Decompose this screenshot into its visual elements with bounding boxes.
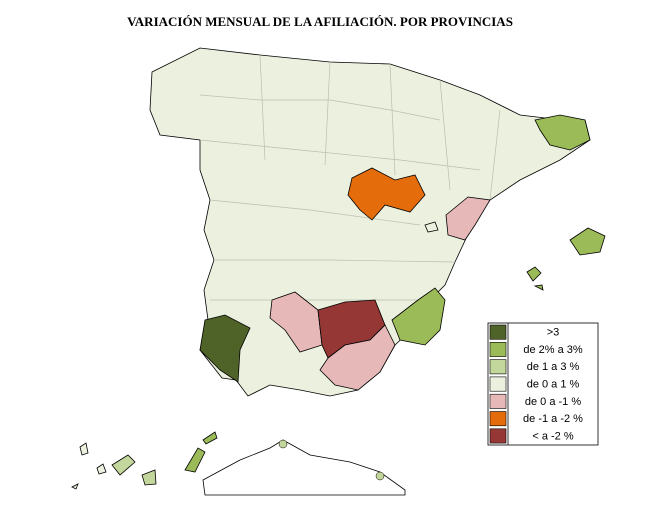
island-canary-5 bbox=[71, 483, 79, 490]
legend-swatch bbox=[489, 411, 507, 427]
island-canary-1 bbox=[111, 454, 136, 476]
province-castellon bbox=[445, 196, 491, 241]
legend-label: < a -2 % bbox=[532, 430, 573, 442]
province-madrid bbox=[424, 221, 439, 233]
inset-frame bbox=[202, 439, 406, 496]
inset-marker bbox=[375, 471, 385, 481]
legend-label: de -1 a -2 % bbox=[523, 413, 583, 425]
province-murcia bbox=[391, 287, 446, 346]
island-canary-4 bbox=[79, 442, 89, 456]
island-formentera bbox=[533, 284, 544, 291]
legend-label: de 0 a 1 % bbox=[527, 378, 580, 390]
legend-swatch bbox=[489, 393, 507, 409]
island-canary-7 bbox=[202, 431, 218, 445]
legend-swatch bbox=[489, 428, 507, 444]
province-huelva bbox=[199, 314, 251, 383]
legend-label: de 2% a 3% bbox=[523, 344, 583, 356]
province-cordoba bbox=[269, 291, 323, 353]
legend: >3 de 2% a 3% de 1 a 3 % de 0 a 1 % de 0 a -… bbox=[487, 322, 599, 446]
legend-swatch bbox=[489, 341, 507, 357]
province-guadalajara bbox=[347, 167, 426, 221]
island-mallorca bbox=[569, 227, 606, 256]
legend-swatch bbox=[489, 359, 507, 375]
legend-label: >3 bbox=[547, 327, 560, 339]
island-canary-6 bbox=[184, 447, 206, 473]
province-granada bbox=[319, 324, 396, 391]
island-canary-2 bbox=[141, 469, 157, 486]
legend-swatch bbox=[489, 324, 507, 340]
map-title: VARIACIÓN MENSUAL DE LA AFILIACIÓN. POR … bbox=[127, 14, 513, 29]
province-barcelona-girona bbox=[534, 114, 591, 151]
legend-box bbox=[487, 322, 599, 446]
legend-label: de 0 a -1 % bbox=[525, 396, 581, 408]
legend-label: de 1 a 3 % bbox=[527, 361, 580, 373]
inset-marker bbox=[278, 439, 288, 449]
legend-swatch bbox=[489, 376, 507, 392]
island-canary-3 bbox=[96, 463, 107, 475]
province-borders bbox=[199, 54, 501, 301]
island-ibiza bbox=[526, 266, 542, 282]
